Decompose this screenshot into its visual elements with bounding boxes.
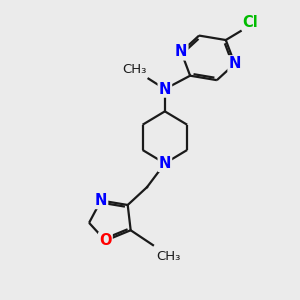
Text: N: N [159,82,171,97]
Text: Cl: Cl [242,15,258,30]
Text: N: N [95,193,107,208]
Text: N: N [175,44,188,59]
Text: N: N [229,56,241,71]
Text: O: O [99,233,112,248]
Text: N: N [159,156,171,171]
Text: CH₃: CH₃ [122,63,146,76]
Text: CH₃: CH₃ [156,250,180,262]
